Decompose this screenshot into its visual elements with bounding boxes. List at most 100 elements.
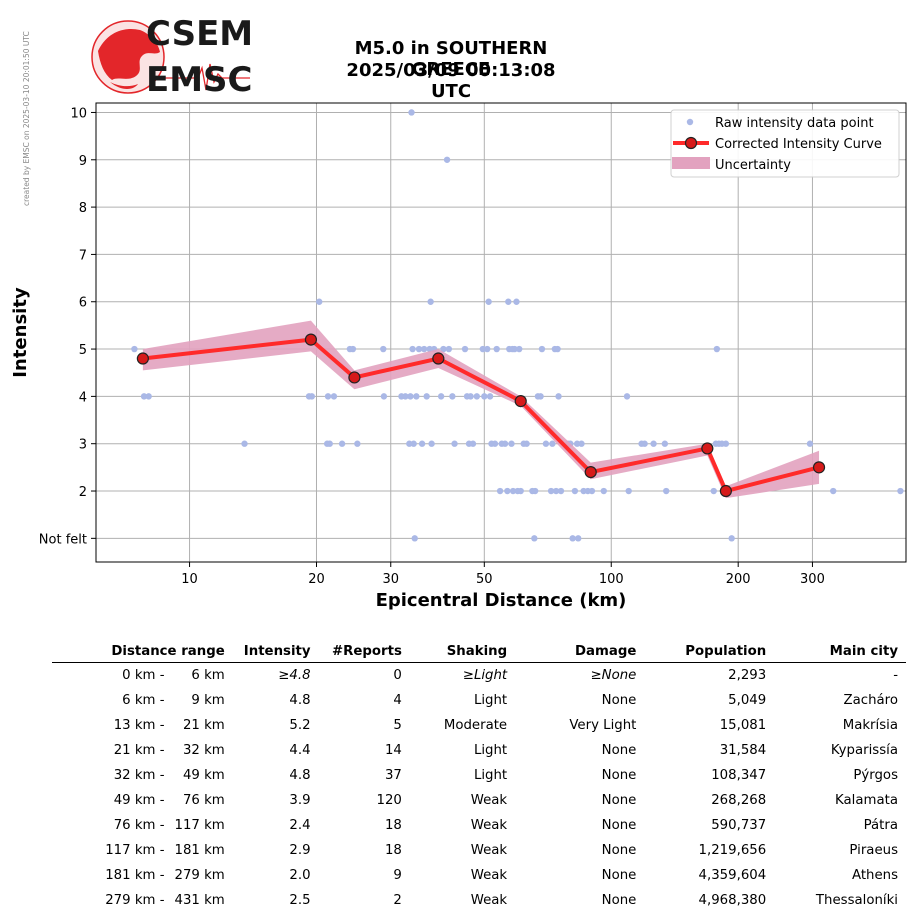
table-cell: Light bbox=[473, 768, 508, 783]
raw-data-point bbox=[496, 487, 504, 495]
table-cell: 18 bbox=[384, 843, 402, 858]
raw-data-point bbox=[445, 345, 453, 353]
legend-label: Corrected Intensity Curve bbox=[715, 137, 882, 152]
table-row: 0 km - 6 km ≥4.8 0 ≥Light ≥None 2,293 - bbox=[52, 663, 906, 689]
table-cell: 9 bbox=[393, 868, 402, 883]
x-tick-label: 300 bbox=[800, 572, 825, 587]
table-cell: 4.8 bbox=[289, 693, 311, 708]
raw-data-point bbox=[511, 345, 518, 353]
table-cell: ≥None bbox=[590, 668, 637, 683]
curve-marker bbox=[719, 484, 732, 498]
raw-data-point bbox=[380, 345, 387, 353]
raw-data-point bbox=[486, 393, 494, 400]
raw-data-point bbox=[427, 298, 434, 305]
curve-marker bbox=[514, 395, 527, 408]
raw-data-point bbox=[710, 487, 717, 495]
legend-label: Uncertainty bbox=[715, 158, 791, 173]
y-tick-label: 8 bbox=[79, 201, 87, 216]
table-cell: 2,293 bbox=[728, 668, 767, 683]
table-cell: Weak bbox=[470, 868, 508, 883]
table-cell: Thessaloníki bbox=[815, 893, 898, 908]
curve-marker bbox=[304, 333, 318, 346]
table-cell: ≥4.8 bbox=[278, 668, 311, 683]
table-cell: 181 km - 279 km bbox=[105, 868, 225, 883]
table-header-cell: Population bbox=[644, 640, 775, 663]
chart-title: M5.0 in SOUTHERN GREECE bbox=[354, 38, 548, 80]
table-cell: Kyparissía bbox=[830, 743, 898, 758]
table-cell: - bbox=[893, 668, 898, 683]
table-cell: None bbox=[601, 893, 637, 908]
table-cell: 108,347 bbox=[711, 768, 767, 783]
raw-data-point bbox=[408, 109, 415, 116]
table-cell: 4.4 bbox=[289, 743, 311, 758]
y-tick-label: 5 bbox=[79, 343, 87, 358]
table-cell: None bbox=[601, 793, 637, 808]
table-cell: 2 bbox=[393, 893, 402, 908]
raw-data-point bbox=[508, 440, 515, 447]
raw-data-point bbox=[650, 440, 657, 447]
raw-data-point bbox=[131, 345, 138, 353]
raw-data-point bbox=[588, 487, 596, 495]
y-tick-label: 6 bbox=[79, 296, 87, 311]
table-cell: Piraeus bbox=[849, 843, 898, 858]
table-cell: 15,081 bbox=[719, 718, 767, 733]
raw-data-point bbox=[513, 298, 520, 305]
raw-data-point bbox=[578, 440, 585, 447]
raw-data-point bbox=[451, 440, 458, 447]
raw-data-point bbox=[531, 487, 539, 495]
raw-data-point bbox=[722, 440, 730, 447]
table-header-cell: Damage bbox=[515, 640, 645, 663]
raw-data-point bbox=[402, 393, 409, 400]
table-cell: 268,268 bbox=[711, 793, 767, 808]
raw-data-point bbox=[517, 487, 524, 495]
raw-data-point bbox=[575, 535, 582, 542]
raw-data-point bbox=[806, 440, 814, 447]
raw-data-point bbox=[554, 345, 561, 353]
chart-subtitle: 2025/03/09 00:13:08 UTC bbox=[346, 60, 556, 102]
table-cell: None bbox=[601, 768, 637, 783]
legend-raw-marker bbox=[686, 118, 694, 126]
raw-data-point bbox=[641, 440, 648, 447]
raw-data-point bbox=[354, 440, 361, 447]
raw-data-point bbox=[481, 393, 488, 400]
x-axis-label: Epicentral Distance (km) bbox=[376, 590, 627, 611]
legend-box bbox=[670, 109, 900, 178]
raw-data-point bbox=[625, 487, 632, 495]
table-cell: 6 km - 9 km bbox=[122, 693, 225, 708]
table-cell: 120 bbox=[376, 793, 402, 808]
x-tick-label: 30 bbox=[382, 572, 399, 587]
table-header-cell: Distance range bbox=[52, 640, 233, 663]
x-tick-label: 200 bbox=[726, 572, 751, 587]
table-cell: 13 km - 21 km bbox=[113, 718, 225, 733]
table-row: 32 km - 49 km 4.8 37 Light None 108,347 Pýrgos bbox=[52, 763, 906, 788]
table-header-cell: #Reports bbox=[318, 640, 410, 663]
raw-data-point bbox=[440, 345, 447, 353]
table-cell: Moderate bbox=[443, 718, 508, 733]
raw-data-point bbox=[555, 393, 562, 400]
table-cell: Kalamata bbox=[835, 793, 898, 808]
table-cell: 590,737 bbox=[711, 818, 767, 833]
raw-data-point bbox=[552, 487, 560, 495]
table-row: 279 km - 431 km 2.5 2 Weak None 4,968,380 Thes… bbox=[52, 888, 906, 913]
raw-data-point bbox=[461, 345, 469, 353]
raw-data-point bbox=[505, 298, 512, 305]
raw-data-point bbox=[571, 487, 579, 495]
raw-data-point bbox=[830, 487, 837, 495]
raw-data-point bbox=[547, 487, 555, 495]
raw-data-point bbox=[338, 440, 346, 447]
emsc-logo: CSEM EMSC bbox=[88, 14, 258, 100]
table-cell: 1,219,656 bbox=[698, 843, 767, 858]
table-cell: Light bbox=[473, 743, 508, 758]
curve-marker bbox=[348, 371, 361, 384]
raw-data-point bbox=[418, 440, 426, 447]
raw-data-point bbox=[324, 393, 332, 400]
raw-data-point bbox=[449, 393, 456, 400]
table-cell: Athens bbox=[851, 868, 898, 883]
legend-label: Raw intensity data point bbox=[715, 116, 874, 131]
y-tick-label: 3 bbox=[79, 438, 87, 453]
raw-data-point bbox=[409, 345, 416, 353]
curve-marker bbox=[812, 461, 826, 474]
table-cell: Pýrgos bbox=[853, 768, 898, 783]
table-body: 0 km - 6 km ≥4.8 0 ≥Light ≥None 2,293 - 6 km - … bbox=[52, 663, 906, 914]
raw-data-point bbox=[600, 487, 607, 495]
